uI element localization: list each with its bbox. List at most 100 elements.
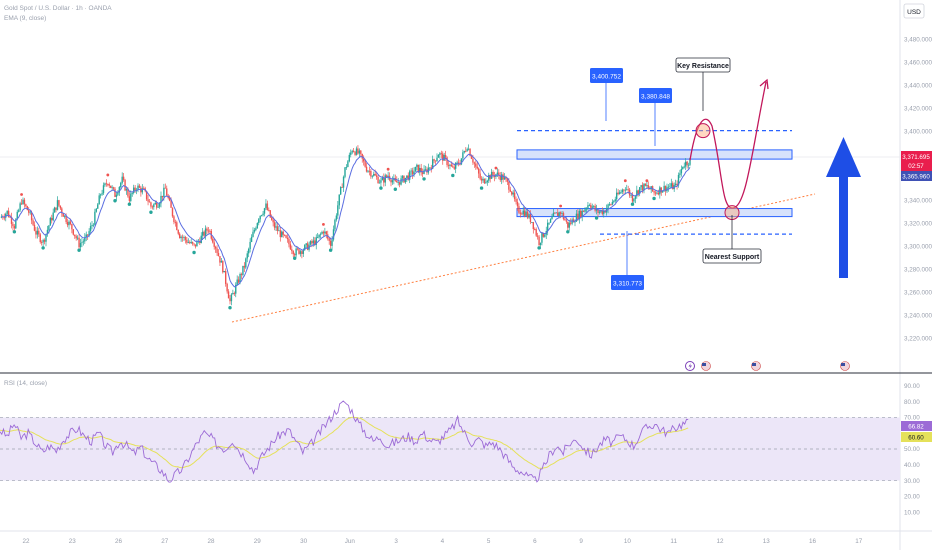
time-axis[interactable]: 22 23 26 27 28 29 30 Jun 3 4 5 6 9 10 11 12 13 16 17 bbox=[22, 538, 862, 545]
level-tag-mid[interactable]: 3,380.848 bbox=[639, 88, 672, 103]
candle-body bbox=[137, 185, 139, 190]
candle-body bbox=[260, 215, 263, 216]
pivot-low-marker bbox=[77, 248, 81, 252]
candle-body bbox=[664, 185, 667, 192]
candle-body bbox=[19, 203, 21, 211]
candle-body bbox=[161, 195, 164, 198]
rsi-line[interactable] bbox=[0, 400, 689, 483]
rsi-tick-label: 10.00 bbox=[904, 509, 920, 516]
candle-body bbox=[496, 172, 499, 175]
candle-body bbox=[460, 158, 463, 165]
candle-body bbox=[345, 167, 348, 168]
candle-body bbox=[400, 178, 402, 185]
candle-body bbox=[252, 231, 254, 237]
candle-body bbox=[626, 189, 628, 191]
candle-body bbox=[29, 212, 31, 214]
rsi-ma-line[interactable] bbox=[0, 416, 689, 469]
candle-body bbox=[114, 188, 116, 197]
candle-body bbox=[239, 274, 241, 283]
candle-body bbox=[302, 250, 305, 254]
candle-body bbox=[475, 163, 477, 167]
candle-body bbox=[585, 208, 588, 210]
nearest-support-label[interactable]: Nearest Support bbox=[702, 248, 762, 264]
candle-body bbox=[414, 166, 417, 172]
ema-indicator-title[interactable]: EMA (9, close) bbox=[4, 15, 46, 22]
candle-body bbox=[574, 221, 576, 223]
candle-body bbox=[222, 261, 224, 273]
pivot-low-marker bbox=[12, 230, 17, 234]
candle-body bbox=[611, 201, 614, 205]
candle-body bbox=[94, 211, 96, 225]
candle-body bbox=[201, 231, 204, 236]
candle-body bbox=[321, 231, 323, 234]
projection-arrowhead bbox=[759, 78, 769, 90]
candle-body bbox=[677, 174, 680, 186]
candle-body bbox=[430, 167, 432, 169]
time-tick-label: 30 bbox=[300, 538, 308, 545]
candle-body bbox=[282, 231, 284, 235]
currency-button[interactable]: USD bbox=[903, 3, 925, 19]
candle-body bbox=[653, 191, 655, 193]
pivot-high-marker bbox=[623, 179, 627, 183]
ema-group bbox=[1, 153, 691, 288]
key-resistance-label[interactable]: Key Resistance bbox=[675, 57, 731, 73]
candle-body bbox=[63, 215, 66, 217]
lightning-icon[interactable] bbox=[685, 361, 695, 371]
candle-body bbox=[660, 187, 662, 193]
us-flag-icon[interactable] bbox=[751, 361, 761, 371]
candle-body bbox=[233, 293, 236, 294]
time-tick-label: 10 bbox=[624, 538, 632, 545]
candle-body bbox=[669, 186, 671, 188]
candle-body bbox=[561, 213, 563, 214]
candle-body bbox=[52, 212, 54, 221]
symbol-title[interactable]: Gold Spot / U.S. Dollar · 1h · OANDA bbox=[4, 5, 112, 12]
candle-body bbox=[223, 271, 225, 273]
support-zone[interactable] bbox=[516, 208, 793, 218]
candle-body bbox=[160, 195, 162, 204]
pivot-high-marker bbox=[106, 173, 110, 177]
candle-body bbox=[337, 205, 339, 216]
candle-body bbox=[89, 226, 92, 232]
candle-body bbox=[375, 175, 378, 177]
candle-body bbox=[288, 239, 290, 245]
candle-body bbox=[263, 208, 266, 214]
candle-body bbox=[66, 222, 69, 226]
candle-body bbox=[526, 211, 529, 218]
price-tick-label: 3,400.000 bbox=[904, 129, 932, 136]
level-tag-low[interactable]: 3,310.773 bbox=[611, 275, 644, 290]
candle-body bbox=[186, 239, 188, 243]
pivot-low-marker bbox=[149, 210, 153, 214]
svg-text:3,365.960: 3,365.960 bbox=[902, 174, 930, 181]
candle-body bbox=[466, 149, 468, 152]
projection-path[interactable] bbox=[689, 81, 767, 209]
level-tag-high[interactable]: 3,400.752 bbox=[590, 68, 623, 83]
candle-body bbox=[429, 167, 431, 169]
candle-body bbox=[565, 220, 568, 222]
price-tick-label: 3,280.000 bbox=[904, 267, 932, 274]
candle-body bbox=[373, 173, 375, 176]
time-tick-label: 22 bbox=[22, 538, 30, 545]
pivot-low-marker bbox=[292, 256, 297, 260]
candle-body bbox=[492, 171, 494, 176]
candle-body bbox=[30, 212, 33, 221]
ema-line[interactable] bbox=[1, 153, 691, 288]
svg-text:3,310.773: 3,310.773 bbox=[613, 281, 642, 288]
candle-body bbox=[437, 154, 440, 158]
candle-body bbox=[247, 248, 250, 254]
candle-body bbox=[443, 154, 445, 161]
us-flag-icon[interactable] bbox=[840, 361, 850, 371]
us-flag-icon[interactable] bbox=[701, 361, 711, 371]
pivot-low-marker bbox=[537, 246, 541, 250]
candle-body bbox=[591, 206, 593, 208]
rsi-indicator-title[interactable]: RSI (14, close) bbox=[4, 380, 47, 387]
candle-body bbox=[5, 213, 7, 218]
resistance-target-circle[interactable] bbox=[695, 123, 711, 139]
resistance-zone[interactable] bbox=[516, 149, 793, 160]
rsi-scale[interactable]: 90.00 80.00 70.00 50.00 40.00 30.00 20.00 10.00 bbox=[904, 383, 920, 516]
candle-body bbox=[608, 204, 611, 205]
svg-text:3,400.752: 3,400.752 bbox=[592, 74, 621, 81]
candle-body bbox=[663, 185, 665, 191]
candle-body bbox=[575, 213, 578, 222]
candle-body bbox=[679, 173, 681, 175]
